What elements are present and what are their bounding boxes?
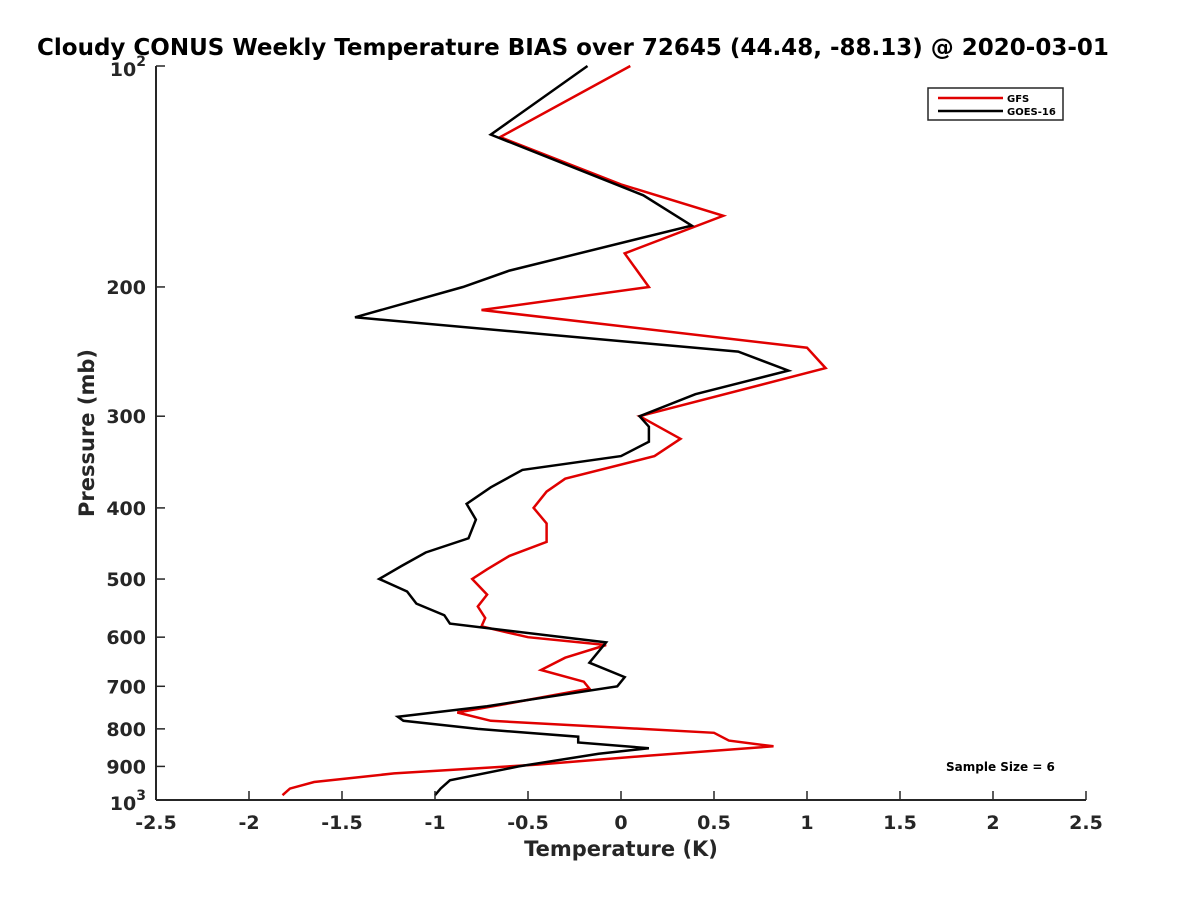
y-axis-label: Pressure (mb) <box>75 349 99 517</box>
x-tick-label: -0.5 <box>507 812 549 834</box>
x-tick-label: 0 <box>614 812 627 834</box>
x-tick-label: 2.5 <box>1069 812 1103 834</box>
tick-exponent: 3 <box>136 788 146 804</box>
y-tick-label: 600 <box>106 627 146 649</box>
legend-label-goes16: GOES-16 <box>1007 107 1056 118</box>
x-axis-ticks: -2.5 -2 -1.5 -1 -0.5 0 0.5 1 1.5 2 2.5 <box>135 791 1103 834</box>
series-line-goes16 <box>354 64 793 797</box>
chart-title: Cloudy CONUS Weekly Temperature BIAS ove… <box>37 35 1109 61</box>
y-tick-label: 900 <box>106 756 146 778</box>
x-tick-label: -1 <box>424 812 445 834</box>
x-axis-label: Temperature (K) <box>524 837 718 861</box>
x-tick-label: 0.5 <box>697 812 731 834</box>
tick-exponent: 2 <box>136 54 146 70</box>
y-tick-label: 700 <box>106 676 146 698</box>
x-tick-label: 2 <box>986 812 999 834</box>
tick-base: 10 <box>110 793 136 815</box>
y-tick-label: 400 <box>106 498 146 520</box>
x-tick-label: 1 <box>800 812 813 834</box>
x-tick-label: 1.5 <box>883 812 917 834</box>
legend: GFS GOES-16 <box>927 87 1064 121</box>
y-tick-label: 500 <box>106 569 146 591</box>
x-tick-label: -1.5 <box>321 812 363 834</box>
y-tick-label-power: 102 <box>110 54 146 81</box>
series-layer <box>281 64 828 797</box>
tick-base: 10 <box>110 59 136 81</box>
x-tick-label: -2.5 <box>135 812 177 834</box>
legend-box <box>927 87 1064 121</box>
series-line-gfs <box>281 64 828 797</box>
y-tick-label: 200 <box>106 277 146 299</box>
y-tick-label: 300 <box>106 406 146 428</box>
legend-label-gfs: GFS <box>1007 94 1029 105</box>
x-tick-label: -2 <box>238 812 259 834</box>
y-tick-label: 800 <box>106 719 146 741</box>
sample-size-annotation: Sample Size = 6 <box>946 760 1055 774</box>
y-tick-label-power: 103 <box>110 788 146 815</box>
